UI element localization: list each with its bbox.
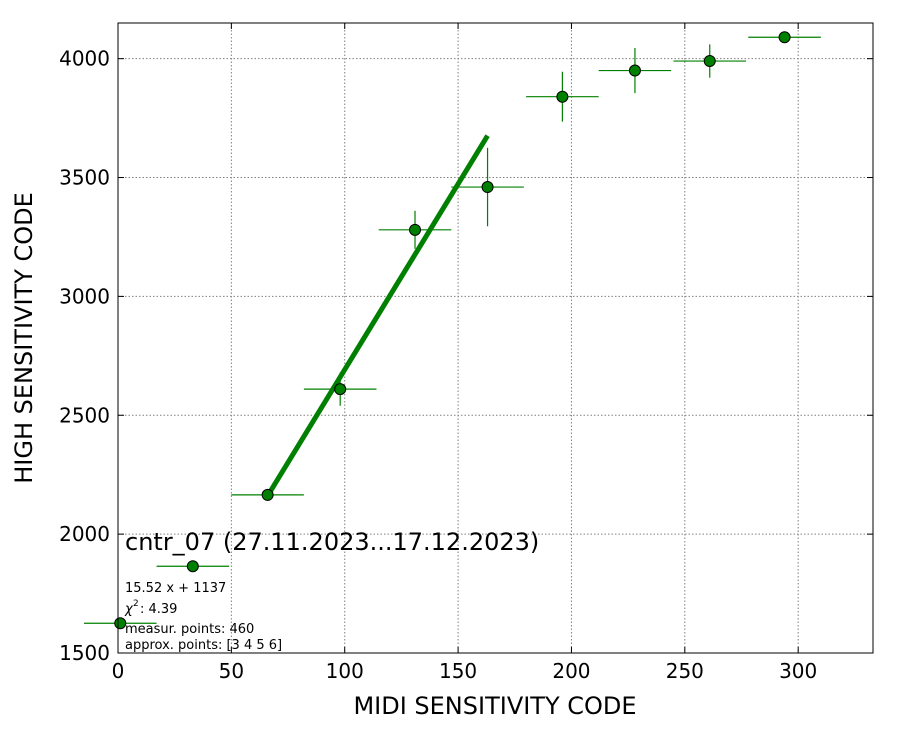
data-point [778, 31, 791, 44]
data-point [628, 64, 641, 77]
data-point [556, 90, 569, 103]
y-tick-label: 4000 [59, 47, 110, 71]
x-tick-label: 100 [326, 659, 364, 683]
fit-line-group [265, 134, 490, 498]
annotation-approx-points: approx. points: [3 4 5 6] [125, 638, 282, 653]
annotation-equation: 15.52 x + 1137 [125, 581, 226, 596]
annotation-chi2: χ 2 : 4.39 [124, 599, 177, 617]
y-tick-label: 1500 [59, 641, 110, 665]
data-point [186, 560, 199, 573]
annotation-title: cntr_07 (27.11.2023...17.12.2023) [125, 528, 539, 556]
data-point [703, 55, 716, 68]
data-point [409, 223, 422, 236]
chi2-value: : 4.39 [140, 602, 177, 617]
chi2-exponent: 2 [133, 599, 139, 609]
data-point [481, 181, 494, 194]
x-tick-label: 300 [779, 659, 817, 683]
x-tick-label: 200 [552, 659, 590, 683]
x-tick-label: 150 [439, 659, 477, 683]
data-markers [114, 31, 791, 630]
y-tick-label: 3500 [59, 166, 110, 190]
chi2-symbol: χ [124, 602, 134, 617]
y-tick-label: 2500 [59, 403, 110, 427]
x-tick-label: 0 [112, 659, 125, 683]
annotation-measur-points: measur. points: 460 [125, 622, 254, 637]
y-tick-label: 3000 [59, 284, 110, 308]
data-point [261, 488, 274, 501]
ticks: 0 50 100 150 200 250 300 1500 2000 2500 3000 3500 40… [59, 23, 873, 683]
x-tick-label: 50 [219, 659, 244, 683]
y-axis-title: HIGH SENSITIVITY CODE [10, 192, 38, 484]
x-tick-label: 250 [666, 659, 704, 683]
x-axis-title: MIDI SENSITIVITY CODE [353, 692, 636, 720]
data-point [334, 383, 347, 396]
y-tick-label: 2000 [59, 522, 110, 546]
fit-line [265, 134, 490, 498]
plot-frame [117, 22, 874, 654]
